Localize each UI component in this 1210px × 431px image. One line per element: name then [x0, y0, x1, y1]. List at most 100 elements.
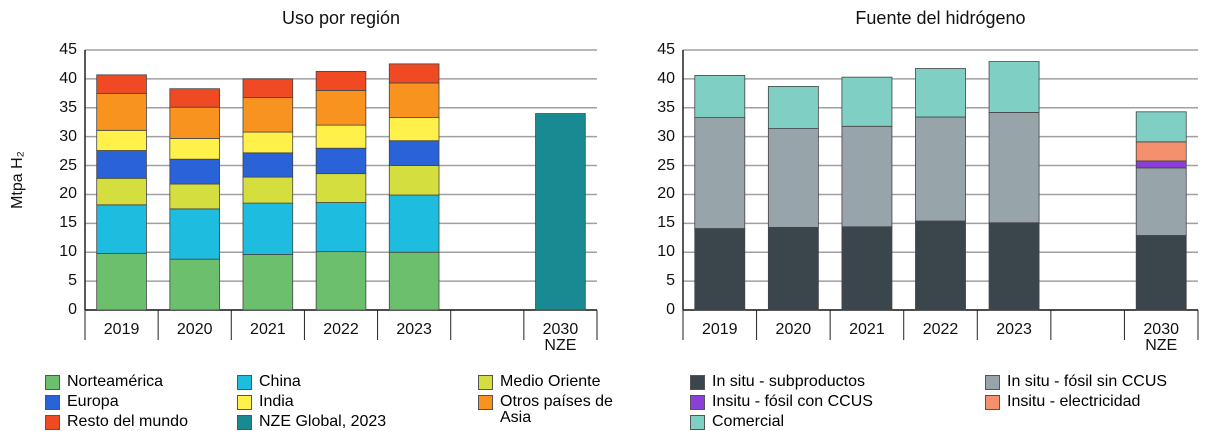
legend-item: India [237, 394, 294, 410]
y-tick-label: 35 [59, 98, 77, 116]
bar-segment [169, 208, 220, 260]
bar-segment [242, 254, 294, 311]
legend-swatch [690, 415, 705, 430]
bar-segment [1135, 235, 1187, 311]
bar-segment [169, 158, 220, 185]
x-tick-label: 2023 [996, 321, 1032, 338]
bar-segment [694, 117, 746, 229]
bar-segment [915, 220, 966, 311]
legend-item: Otros países de Asia [478, 394, 613, 426]
legend-item: Insitu - electricidad [985, 394, 1140, 410]
chart-title: Fuente del hidrógeno [855, 8, 1026, 28]
legend-swatch [985, 375, 1000, 390]
y-tick-label: 30 [59, 127, 77, 145]
bar-segment [169, 258, 220, 311]
legend-swatch [45, 395, 60, 410]
legend-label: Insitu - electricidad [1007, 393, 1141, 410]
bar-segment [388, 117, 440, 142]
legend-swatch [478, 395, 493, 410]
bar-segment [96, 252, 147, 311]
bar-segment [169, 137, 220, 160]
legend-label: Medio Oriente [500, 373, 601, 390]
x-tick-label: 2030 NZE [1143, 321, 1179, 354]
legend-item: In situ - subproductos [690, 374, 865, 390]
bar-segment [96, 177, 147, 206]
legend-item: Europa [45, 394, 119, 410]
legend-item: Norteamérica [45, 374, 163, 390]
x-tick-label: 2030 NZE [542, 321, 579, 354]
bar-segment [315, 251, 367, 311]
bar-segment [1135, 167, 1187, 236]
bar-segment [242, 131, 294, 154]
bar-segment [96, 129, 147, 151]
x-tick-label: 2021 [250, 321, 286, 338]
bar-segment [242, 176, 294, 204]
bar-segment [767, 226, 819, 311]
bar-segment [988, 112, 1040, 224]
bar-segment [96, 150, 147, 179]
x-tick-label: 2022 [922, 321, 959, 338]
bar-segment [1135, 160, 1187, 169]
x-tick-label: 2020 [775, 321, 812, 338]
y-tick-label: 10 [657, 243, 675, 261]
bar-segment [169, 88, 220, 108]
bar-segment [388, 194, 440, 253]
legend-label: Europa [67, 393, 119, 410]
bar-segment [169, 183, 220, 210]
y-tick-label: 40 [59, 69, 77, 87]
legend-swatch [690, 395, 705, 410]
x-tick-label: 2020 [176, 321, 213, 338]
x-tick-label: 2021 [849, 321, 885, 338]
y-tick-label: 15 [657, 214, 675, 232]
bar-segment [388, 63, 440, 84]
bar-segment [988, 61, 1040, 113]
bar-segment [315, 173, 367, 203]
bar-segment [767, 86, 819, 129]
bar-segment [242, 202, 294, 255]
legend-label: China [259, 373, 301, 390]
chart-title: Uso por región [281, 8, 401, 28]
legend-swatch [45, 415, 60, 430]
x-tick-label: 2022 [323, 321, 359, 338]
legend-label: Comercial [712, 413, 785, 430]
x-tick-label: 2019 [103, 321, 140, 338]
bar-segment [1135, 141, 1187, 162]
bar-segment [388, 165, 440, 196]
y-axis-label: Mtpa H₂ [9, 151, 26, 209]
bar-segment [915, 116, 966, 222]
y-tick-label: 40 [657, 69, 675, 87]
legend-label: In situ - subproductos [712, 373, 865, 390]
legend-label: Insitu - fósil con CCUS [712, 393, 873, 410]
legend-item: Medio Oriente [478, 374, 601, 390]
y-tick-label: 15 [59, 214, 77, 232]
bar-segment [315, 147, 367, 175]
bar-segment [315, 90, 367, 126]
legend-label: In situ - fósil sin CCUS [1007, 373, 1168, 390]
y-tick-label: 5 [666, 272, 675, 290]
y-tick-label: 25 [59, 156, 77, 174]
y-tick-label: 35 [657, 98, 675, 116]
bar-segment [535, 113, 586, 311]
y-tick-label: 0 [68, 301, 77, 318]
legend-label: India [259, 393, 294, 410]
legend-item: NZE Global, 2023 [237, 414, 386, 430]
bar-segment [388, 140, 440, 166]
bar-segment [767, 128, 819, 228]
bar-segment [315, 124, 367, 149]
x-tick-label: 2023 [396, 321, 432, 338]
bar-segment [388, 82, 440, 119]
bar-segment [96, 92, 147, 131]
y-tick-label: 30 [657, 127, 675, 145]
bar-segment [315, 202, 367, 253]
legend-swatch [690, 375, 705, 390]
bar-segment [694, 228, 746, 311]
bar-segment [1135, 111, 1187, 143]
bar-segment [242, 152, 294, 178]
legend-swatch [237, 375, 252, 390]
legend-item: Insitu - fósil con CCUS [690, 394, 873, 410]
legend-label: Norteamérica [67, 373, 164, 390]
legend-item: Comercial [690, 414, 784, 430]
legend-label: Otros países de Asia [500, 393, 613, 426]
y-tick-label: 20 [59, 185, 77, 203]
